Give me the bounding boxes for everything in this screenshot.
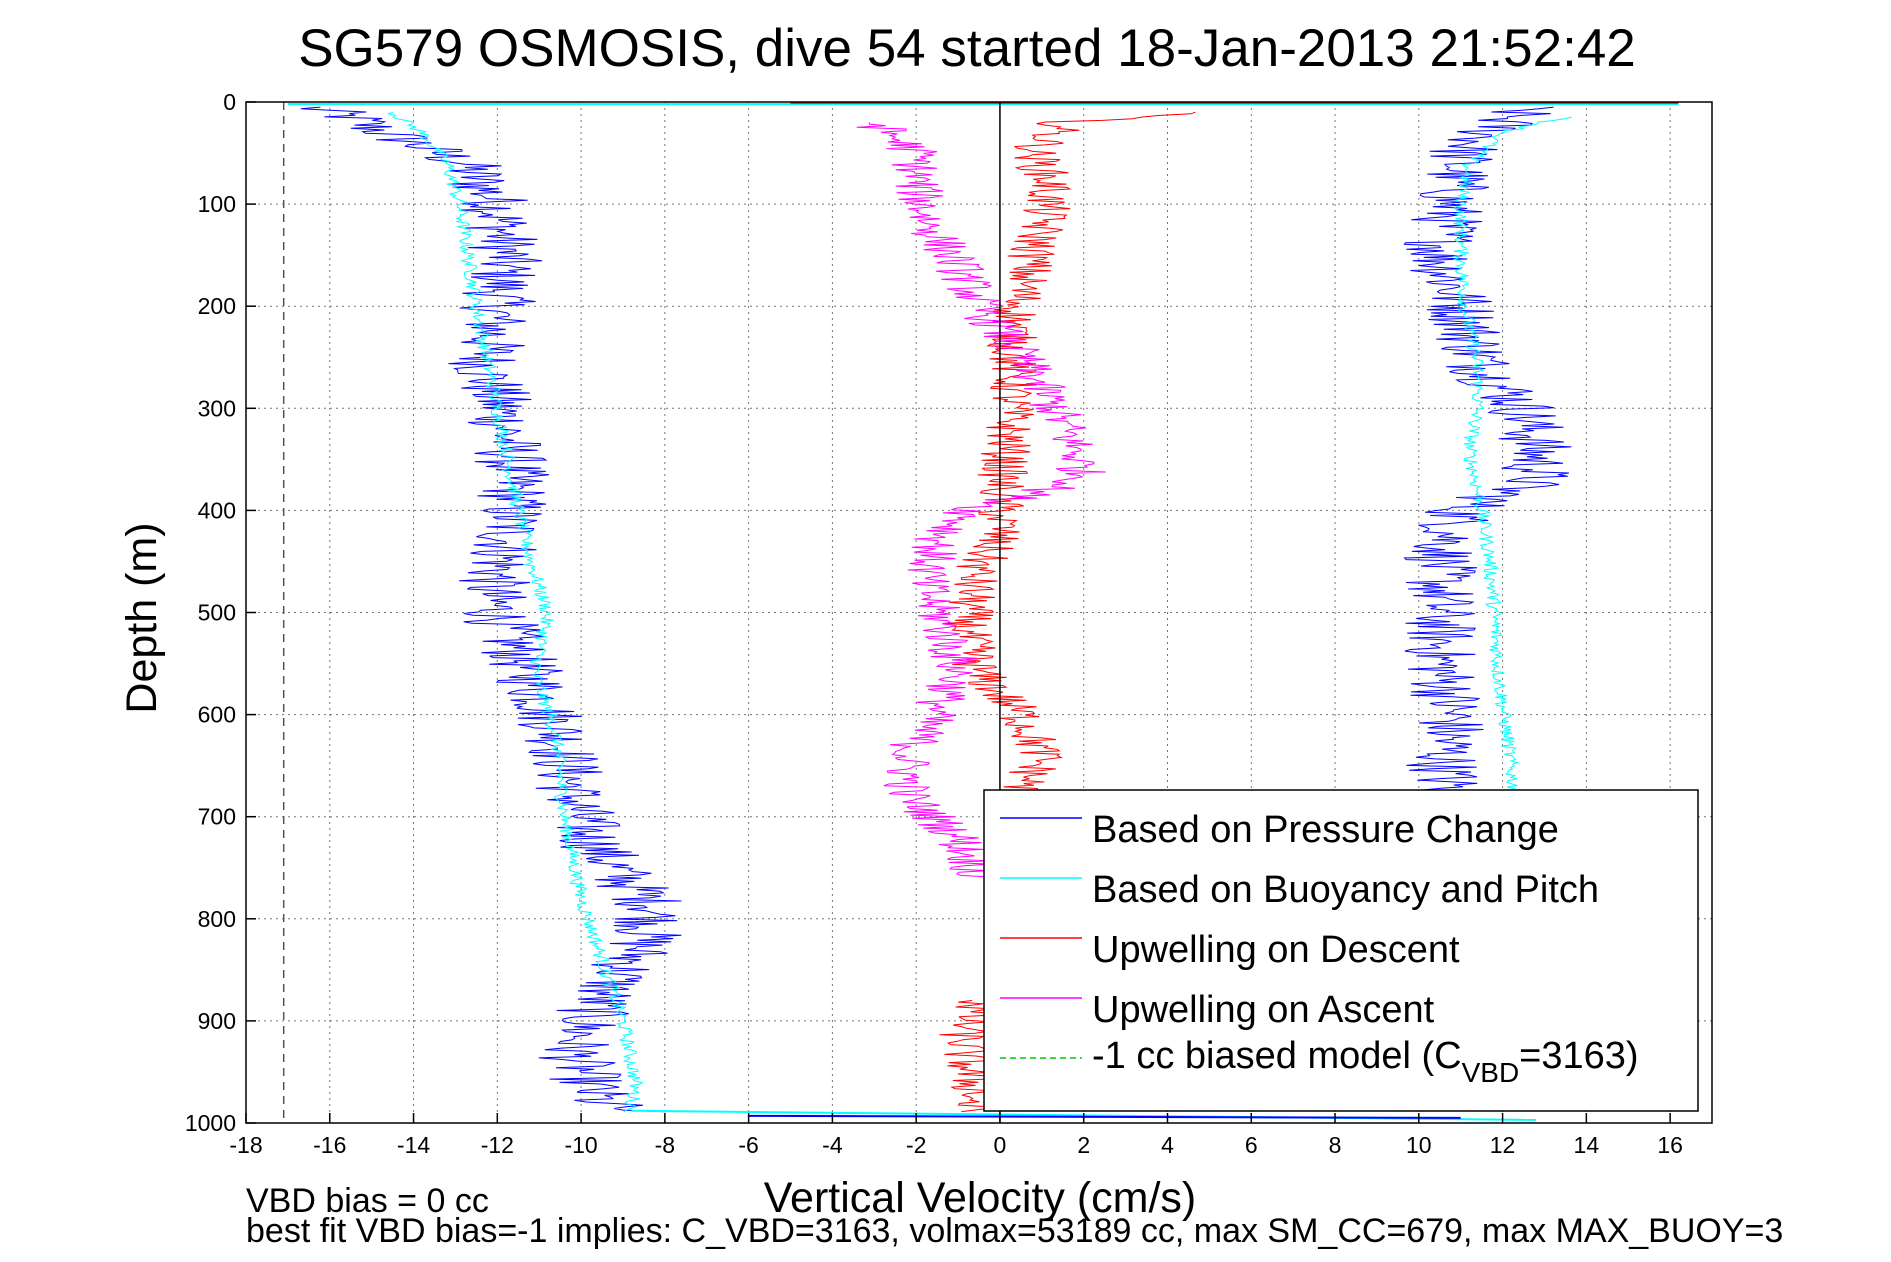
x-tick-label: 8 — [1329, 1132, 1342, 1158]
y-tick-label: 1000 — [185, 1110, 236, 1136]
x-tick-label: -12 — [481, 1132, 514, 1158]
chart-title: SG579 OSMOSIS, dive 54 started 18-Jan-20… — [298, 19, 1636, 78]
x-tick-label: -6 — [738, 1132, 758, 1158]
bottom-transition-blue — [748, 1114, 1461, 1119]
x-tick-label: -16 — [313, 1132, 346, 1158]
y-tick-label: 900 — [198, 1008, 236, 1034]
x-axis-label: Vertical Velocity (cm/s) — [764, 1174, 1197, 1222]
x-tick-label: 10 — [1406, 1132, 1432, 1158]
y-tick-label: 600 — [198, 702, 236, 728]
x-tick-label: -18 — [229, 1132, 262, 1158]
series-upwell-descent-deep — [939, 1000, 997, 1113]
series-upwell-descent — [942, 111, 1196, 806]
x-tick-label: 0 — [994, 1132, 1007, 1158]
x-tick-label: 6 — [1245, 1132, 1258, 1158]
y-tick-label: 100 — [198, 191, 236, 217]
y-tick-label: 800 — [198, 906, 236, 932]
series-pressure-descent — [300, 106, 682, 1113]
x-tick-label: 12 — [1490, 1132, 1516, 1158]
legend-label-pressure: Based on Pressure Change — [1092, 809, 1559, 851]
legend-label-buoyancy: Based on Buoyancy and Pitch — [1092, 869, 1599, 911]
y-tick-label: 0 — [223, 89, 236, 115]
x-tick-label: 16 — [1657, 1132, 1683, 1158]
legend: Based on Pressure Change Based on Buoyan… — [983, 789, 1699, 1112]
legend-box — [983, 789, 1699, 1112]
series-pressure-ascent — [1403, 106, 1572, 817]
legend-label-descent: Upwelling on Descent — [1092, 929, 1460, 971]
x-tick-label: -8 — [655, 1132, 675, 1158]
series-model-ascent — [1452, 116, 1572, 858]
y-tick-label: 200 — [198, 293, 236, 319]
legend-label-subscript: VBD — [1462, 1057, 1520, 1088]
plot-series — [287, 102, 1679, 1121]
y-tick-label: 500 — [198, 600, 236, 626]
x-tick-label: 4 — [1161, 1132, 1174, 1158]
series-model-descent — [387, 111, 644, 1113]
series-upwell-ascent — [856, 122, 1106, 878]
legend-label-ascent: Upwelling on Ascent — [1092, 989, 1435, 1031]
y-tick-label: 700 — [198, 804, 236, 830]
y-axis-label: Depth (m) — [118, 522, 166, 713]
x-tick-label: -2 — [906, 1132, 926, 1158]
x-tick-label: 14 — [1574, 1132, 1600, 1158]
legend-label-biased-model: -1 cc biased model (CVBD=3163) — [1092, 1035, 1639, 1088]
x-tick-label: -14 — [397, 1132, 430, 1158]
footer-line-1: VBD bias = 0 cc — [246, 1182, 489, 1220]
footer-line-2: best fit VBD bias=-1 implies: C_VBD=3163… — [246, 1212, 1783, 1250]
y-tick-label: 400 — [198, 497, 236, 523]
x-tick-label: 2 — [1077, 1132, 1090, 1158]
y-tick-label: 300 — [198, 395, 236, 421]
x-tick-label: -10 — [564, 1132, 597, 1158]
x-tick-label: -4 — [822, 1132, 843, 1158]
axis-ticks: -18 -16 -14 -12 -10 -8 -6 -4 -2 0 2 4 6 8 10 12 14 16 0 100… — [185, 89, 1683, 1158]
